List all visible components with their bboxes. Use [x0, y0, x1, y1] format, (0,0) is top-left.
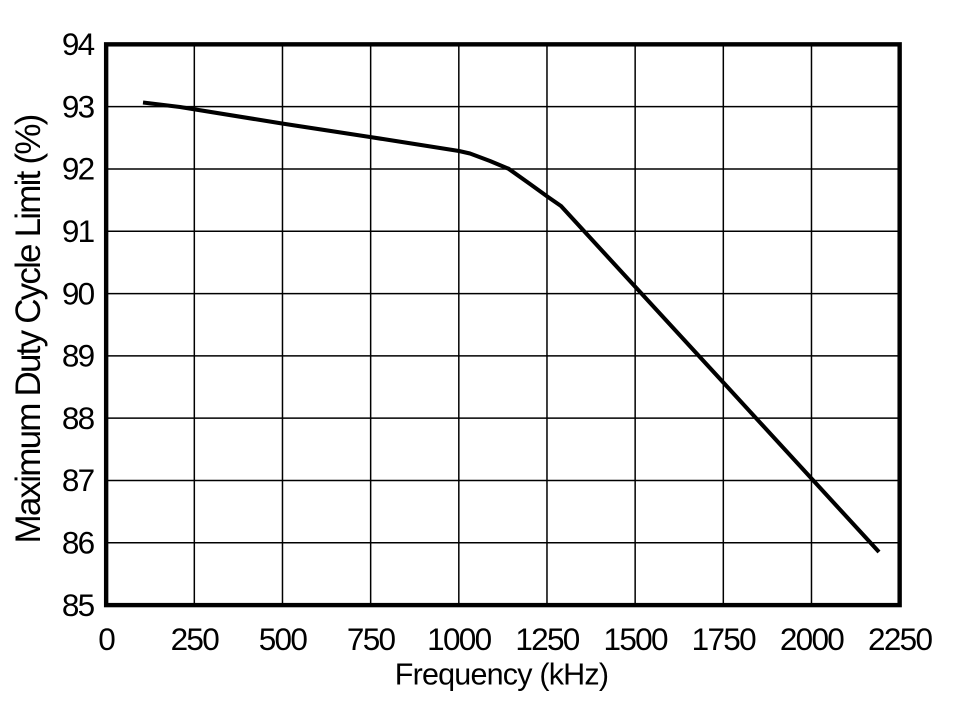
svg-text:89: 89: [62, 338, 95, 374]
svg-text:500: 500: [259, 621, 308, 657]
svg-text:250: 250: [171, 621, 220, 657]
svg-text:87: 87: [62, 462, 94, 498]
svg-text:88: 88: [62, 400, 95, 436]
svg-text:93: 93: [62, 88, 95, 124]
svg-text:91: 91: [62, 213, 94, 249]
svg-text:750: 750: [347, 621, 396, 657]
svg-text:90: 90: [62, 275, 95, 311]
svg-text:0: 0: [98, 621, 115, 657]
svg-text:2250: 2250: [868, 621, 932, 657]
svg-text:Maximum Duty Cycle Limit (%): Maximum Duty Cycle Limit (%): [9, 115, 48, 543]
svg-text:1750: 1750: [692, 621, 756, 657]
svg-text:2000: 2000: [780, 621, 844, 657]
svg-text:94: 94: [62, 26, 95, 62]
svg-text:1000: 1000: [427, 621, 491, 657]
svg-text:85: 85: [62, 587, 95, 623]
svg-text:1250: 1250: [515, 621, 579, 657]
svg-text:86: 86: [62, 525, 95, 561]
svg-text:1500: 1500: [604, 621, 668, 657]
svg-text:Frequency (kHz): Frequency (kHz): [395, 658, 608, 692]
svg-text:92: 92: [62, 151, 94, 187]
